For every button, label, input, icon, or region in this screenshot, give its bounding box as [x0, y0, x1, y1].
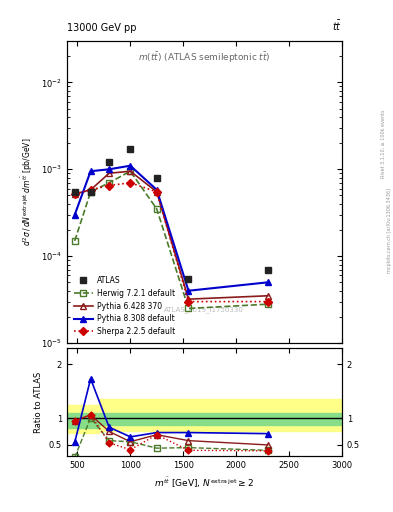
Text: ATLAS_2019_I1750330: ATLAS_2019_I1750330 — [164, 306, 244, 313]
Y-axis label: Ratio to ATLAS: Ratio to ATLAS — [34, 371, 43, 433]
Text: $m(t\bar{t})$ (ATLAS semileptonic $t\bar{t}$): $m(t\bar{t})$ (ATLAS semileptonic $t\bar… — [138, 50, 271, 65]
X-axis label: $m^{t\bar{t}}$ [GeV], $N^{\mathrm{extra\,jet}} \geq 2$: $m^{t\bar{t}}$ [GeV], $N^{\mathrm{extra\… — [154, 475, 254, 490]
Legend: ATLAS, Herwig 7.2.1 default, Pythia 6.428 370, Pythia 8.308 default, Sherpa 2.2.: ATLAS, Herwig 7.2.1 default, Pythia 6.42… — [71, 273, 178, 339]
Text: 13000 GeV pp: 13000 GeV pp — [67, 23, 136, 33]
Text: Rivet 3.1.10, ≥ 100k events: Rivet 3.1.10, ≥ 100k events — [381, 109, 386, 178]
Text: $t\bar{t}$: $t\bar{t}$ — [332, 19, 342, 33]
Text: mcplots.cern.ch [arXiv:1306.3436]: mcplots.cern.ch [arXiv:1306.3436] — [387, 188, 391, 273]
Y-axis label: $d^2\sigma\,/\,dN^{\mathrm{extra\,jet}}\,dm^{t\bar{t}}$ [pb/GeV]: $d^2\sigma\,/\,dN^{\mathrm{extra\,jet}}\… — [20, 138, 35, 246]
